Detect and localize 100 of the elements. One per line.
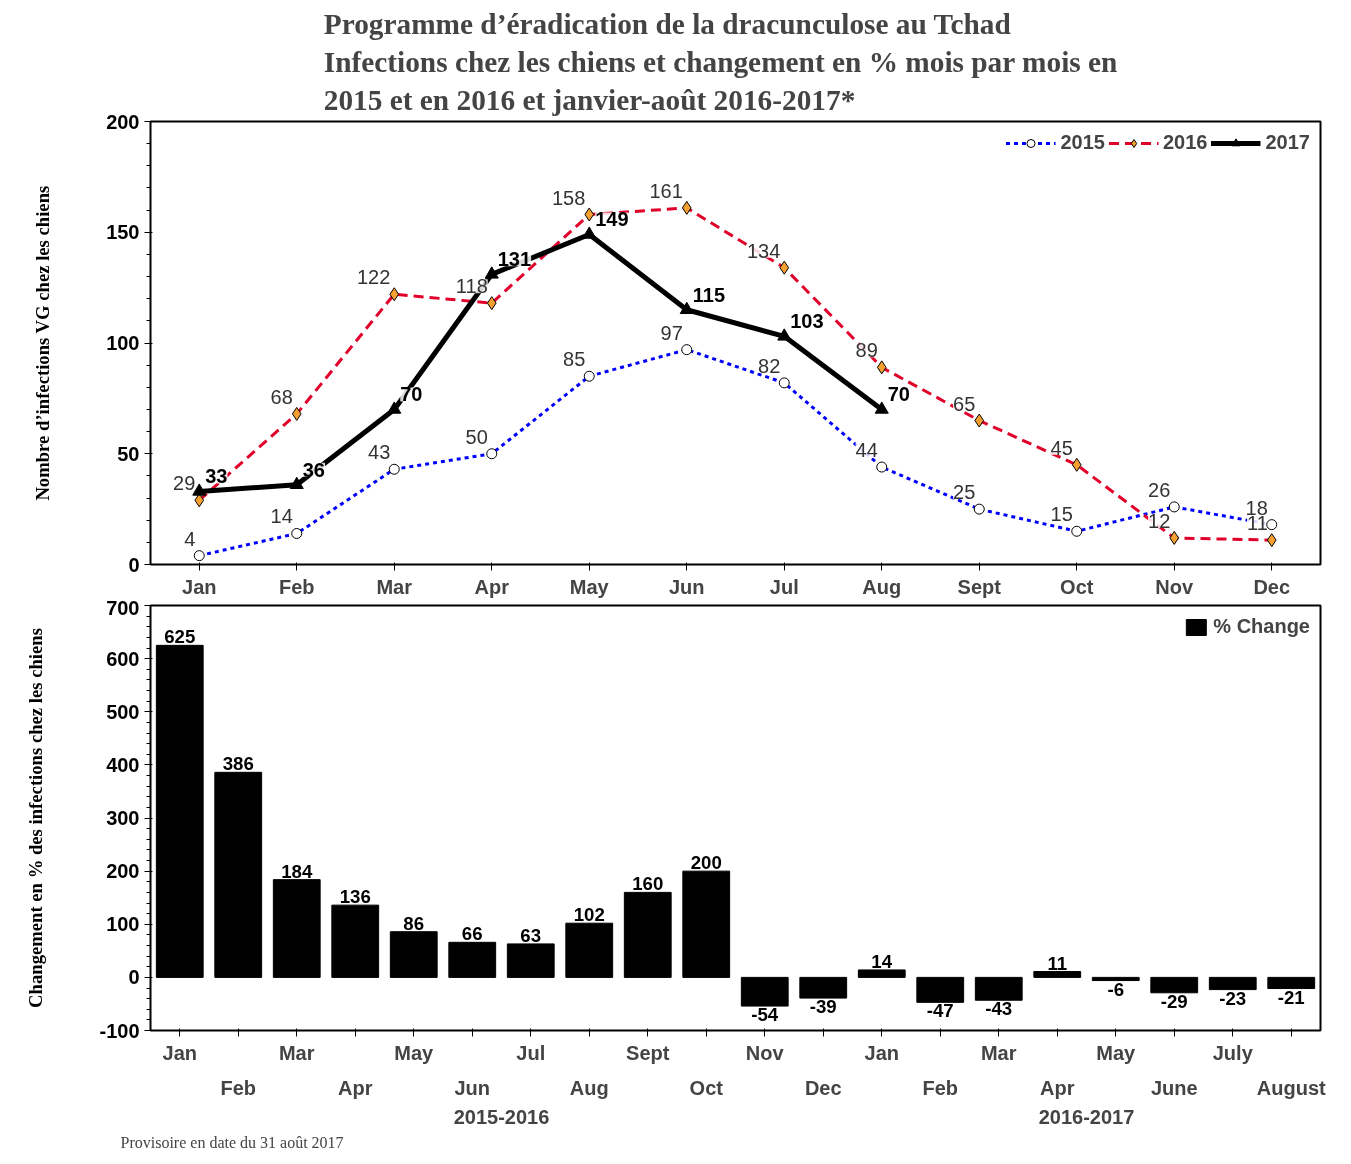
x-tick-label: July bbox=[1212, 1041, 1254, 1064]
bar bbox=[1033, 971, 1082, 978]
x-tick-label: Dec bbox=[1253, 575, 1291, 598]
x-tick-label: Feb bbox=[278, 575, 315, 598]
x-tick-label: Mar bbox=[376, 575, 413, 598]
y-tick-label: 200 bbox=[106, 860, 140, 883]
x-tick-label: May bbox=[394, 1041, 435, 1064]
chart-title: Programme d’éradication de la dracunculose au Tchad Infections chez les chiens et changement en % mois par mois en 2015 et en 2016 et janvier-août 2016-2017* bbox=[323, 7, 1118, 117]
data-label: 15 bbox=[1050, 503, 1073, 526]
data-label: -23 bbox=[1219, 987, 1247, 1009]
bar bbox=[1267, 976, 1316, 990]
x-tick-label: Oct bbox=[689, 1076, 724, 1099]
point bbox=[289, 476, 304, 490]
data-label: 33 bbox=[205, 465, 228, 488]
legend-label: 2015 bbox=[1060, 131, 1105, 154]
x-tick-label: Aug bbox=[569, 1076, 609, 1099]
bar bbox=[448, 941, 497, 978]
text: Provisoire en date du 31 août 2017 bbox=[120, 1133, 344, 1151]
data-label: -39 bbox=[809, 996, 837, 1018]
data-label: 12 bbox=[1148, 509, 1171, 532]
bar bbox=[1091, 976, 1140, 982]
y-tick-label: 150 bbox=[106, 221, 140, 244]
bar bbox=[799, 976, 848, 999]
data-label: 115 bbox=[692, 283, 726, 306]
data-label: 200 bbox=[690, 852, 722, 874]
x-tick-label: August bbox=[1256, 1076, 1327, 1099]
data-label: 70 bbox=[887, 383, 910, 406]
y-tick-label: 0 bbox=[128, 553, 140, 576]
data-label: 14 bbox=[270, 505, 293, 528]
data-label: 149 bbox=[595, 208, 629, 231]
data-label: 65 bbox=[953, 392, 976, 415]
data-label: 26 bbox=[1148, 478, 1171, 501]
y-tick-label: 500 bbox=[106, 700, 140, 723]
data-label: 134 bbox=[746, 239, 781, 262]
x-tick-label: Feb bbox=[922, 1076, 959, 1099]
bar bbox=[623, 891, 672, 978]
data-label: 386 bbox=[222, 753, 254, 775]
point bbox=[484, 266, 499, 279]
x-tick-label: Oct bbox=[1060, 575, 1094, 598]
data-label: -54 bbox=[751, 1004, 779, 1026]
legend-label: 2016 bbox=[1163, 131, 1208, 154]
data-label: 63 bbox=[520, 924, 542, 946]
data-label: 36 bbox=[302, 458, 325, 481]
data-label: 11 bbox=[1047, 952, 1068, 974]
x-tick-label: Jan bbox=[162, 1041, 197, 1064]
bar bbox=[214, 771, 263, 978]
x-tick-label: Sept bbox=[957, 575, 1002, 598]
y-tick-label: 50 bbox=[117, 442, 140, 465]
legend-label: % Change bbox=[1213, 615, 1310, 638]
x-tick-label: Apr bbox=[1040, 1076, 1075, 1099]
y-tick-label: -100 bbox=[99, 1019, 140, 1042]
data-label: 158 bbox=[551, 186, 586, 209]
y-tick-label: 100 bbox=[106, 913, 140, 936]
data-label: 85 bbox=[563, 348, 586, 371]
x-tick-label: Aug bbox=[862, 575, 902, 598]
data-label: 625 bbox=[164, 626, 196, 648]
data-label: 103 bbox=[790, 310, 824, 333]
data-label: 97 bbox=[660, 321, 683, 344]
data-label: 68 bbox=[270, 385, 293, 408]
y-tick-label: 0 bbox=[128, 966, 140, 989]
x-tick-label: Jul bbox=[516, 1041, 546, 1064]
data-label: 50 bbox=[465, 425, 488, 448]
bar bbox=[506, 943, 555, 978]
bar bbox=[272, 879, 321, 978]
data-label: 184 bbox=[281, 860, 313, 882]
point bbox=[679, 301, 694, 315]
data-label: 4 bbox=[184, 527, 196, 550]
x-tick-label: Apr bbox=[474, 575, 510, 598]
data-label: 102 bbox=[573, 904, 605, 926]
data-label: 43 bbox=[368, 441, 391, 464]
bar bbox=[682, 870, 731, 978]
y-tick-label: 300 bbox=[106, 807, 140, 829]
y-tick-label: 400 bbox=[106, 753, 140, 776]
data-label: 160 bbox=[632, 873, 664, 895]
x-tick-label: May bbox=[569, 575, 610, 598]
x-tick-label: Jan bbox=[182, 575, 217, 598]
bar bbox=[1150, 976, 1199, 994]
y-axis-title: Changement en % des infections chez les chiens bbox=[25, 628, 47, 1008]
data-label: 118 bbox=[455, 275, 488, 298]
x-tick-label: Mar bbox=[980, 1041, 1017, 1064]
point bbox=[582, 226, 597, 239]
bar bbox=[740, 976, 789, 1007]
data-label: 131 bbox=[497, 248, 532, 271]
x-tick-label: Nov bbox=[1155, 575, 1195, 598]
text: 2016-2017 bbox=[1038, 1105, 1135, 1128]
data-label: 44 bbox=[855, 439, 878, 462]
data-label: 122 bbox=[356, 266, 391, 289]
y-axis-title: Nombre d’infections VG chez les chiens bbox=[32, 185, 54, 501]
y-tick-label: 600 bbox=[106, 647, 140, 670]
x-tick-label: Jun bbox=[668, 575, 705, 598]
x-tick-label: Mar bbox=[278, 1041, 315, 1064]
data-label: 70 bbox=[400, 383, 423, 406]
data-label: 45 bbox=[1050, 436, 1073, 459]
data-label: 161 bbox=[649, 179, 683, 202]
x-tick-label: Feb bbox=[220, 1076, 257, 1099]
x-tick-label: Jun bbox=[454, 1076, 491, 1099]
bar bbox=[331, 904, 380, 978]
x-tick-label: Sept bbox=[626, 1041, 670, 1064]
x-tick-label: June bbox=[1150, 1076, 1198, 1099]
bar bbox=[389, 931, 438, 978]
